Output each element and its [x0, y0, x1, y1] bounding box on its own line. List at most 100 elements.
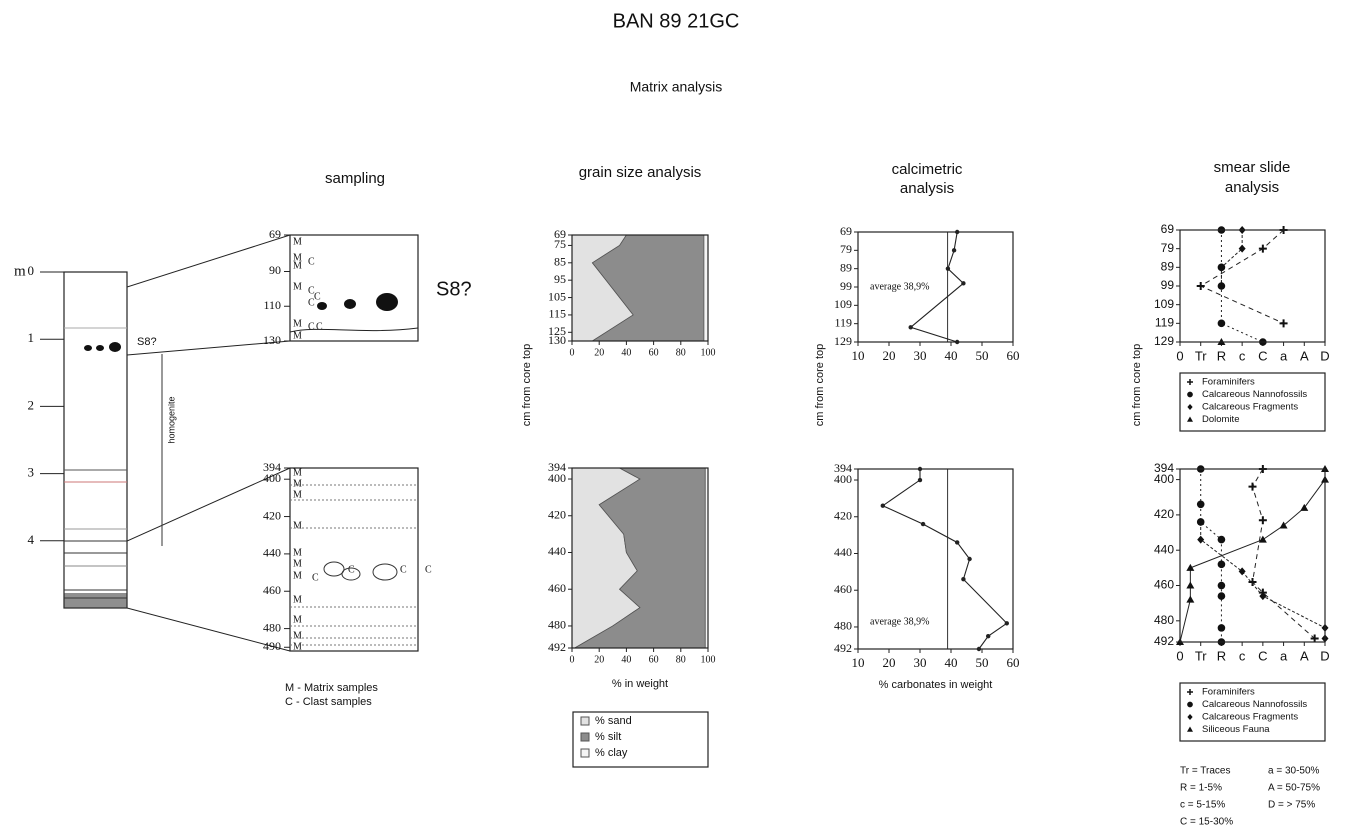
y-tick-label: 460: [1154, 578, 1174, 592]
sample-code: M: [293, 558, 302, 569]
sample-code: M: [293, 467, 302, 478]
sample-code: C: [314, 291, 321, 302]
legend-label: Calcareous Nannofossils: [1202, 389, 1307, 400]
legend-label: Calcareous Fragments: [1202, 402, 1298, 413]
point: [955, 540, 960, 545]
x-tick-label: R: [1217, 648, 1226, 663]
marker: [1259, 592, 1267, 601]
sample-id: S8?: [436, 278, 472, 300]
y-tick-label: 99: [840, 279, 852, 293]
x-tick-label: C: [1258, 348, 1267, 363]
y-tick-label: 4: [28, 532, 35, 547]
marker: [1279, 521, 1288, 529]
x-tick-label: Tr: [1195, 348, 1207, 363]
marker: [1196, 500, 1205, 509]
y-tick-label: 125: [548, 324, 566, 338]
sample-code: M: [293, 630, 302, 641]
legend-swatch: [580, 748, 590, 758]
point: [961, 577, 966, 582]
marker: [1217, 592, 1226, 600]
y-tick-label: 3: [28, 465, 35, 480]
y-tick-label: 1: [28, 330, 35, 345]
point: [945, 266, 951, 271]
x-tick-label: 10: [852, 655, 865, 670]
heading: calcimetric: [892, 161, 963, 178]
sample-code: M: [293, 614, 302, 625]
marker: [1187, 701, 1193, 708]
y-tick-label: 75: [554, 237, 566, 251]
plot-frame: [857, 231, 1014, 343]
point: [917, 477, 923, 483]
marker: [1248, 577, 1257, 586]
plot-frame: [1179, 468, 1326, 643]
x-tick-label: 60: [1007, 655, 1020, 670]
log-dense: [64, 593, 127, 608]
heading: smear slide: [1214, 159, 1291, 176]
marker: [1187, 726, 1193, 732]
marker: [1186, 563, 1195, 571]
depth-label: 394: [263, 460, 281, 474]
marker: [1187, 379, 1193, 385]
x-tick-label: 20: [883, 655, 896, 670]
sample-code: C: [425, 564, 432, 575]
core-log: [63, 271, 128, 609]
y-tick-label: 89: [840, 260, 852, 274]
y-tick-label: 129: [834, 334, 852, 348]
marker: [1187, 714, 1193, 720]
x-tick-label: a: [1280, 348, 1288, 363]
average-label: average 38,9%: [870, 281, 929, 292]
legend-label: Calcareous Nannofossils: [1202, 699, 1307, 710]
y-axis-label: cm from core top: [1131, 344, 1143, 427]
log-sample: S8?: [137, 336, 157, 348]
marker: [1217, 282, 1225, 290]
point: [967, 556, 972, 562]
y-tick-label: 129: [1154, 334, 1174, 348]
y-tick-label: 480: [548, 618, 566, 632]
y-tick-label: 420: [1154, 507, 1174, 521]
key-text: Tr = Traces: [1180, 766, 1230, 777]
heading: grain size analysis: [579, 164, 702, 181]
clast-outline: [341, 567, 361, 581]
y-tick-label: 400: [834, 472, 852, 486]
marker: [1217, 263, 1225, 272]
marker: [1186, 581, 1195, 589]
y-tick-label: 85: [554, 255, 566, 269]
depth-label: 420: [263, 508, 281, 522]
sampling-box: [289, 467, 419, 652]
marker: [1217, 560, 1226, 569]
marker: [1196, 282, 1205, 290]
marker: [1217, 535, 1226, 544]
homogenite-label: homogenite: [166, 396, 176, 443]
sample-code: M: [293, 641, 302, 652]
average-label: average 38,9%: [870, 616, 929, 627]
clast: [109, 342, 121, 352]
x-tick-label: 20: [594, 347, 604, 358]
y-tick-label: 460: [834, 582, 852, 596]
plot-frame: [571, 234, 709, 342]
x-tick-label: 100: [701, 347, 716, 358]
y-tick-label: 119: [834, 315, 852, 329]
x-tick-label: 40: [621, 347, 631, 358]
y-tick-label: 119: [1155, 316, 1174, 330]
sample-code: C: [308, 285, 315, 296]
figure-title: BAN 89 21GC: [613, 10, 740, 32]
sample-code: M: [293, 236, 302, 247]
marker: [1300, 503, 1309, 511]
heading: analysis: [900, 180, 954, 197]
figure-subtitle: Matrix analysis: [630, 79, 723, 95]
plot-frame: [1179, 229, 1326, 343]
y-axis-label: cm from core top: [521, 344, 533, 427]
y-tick-label: 95: [554, 272, 566, 286]
sample-code: C: [348, 564, 355, 575]
legend-label: Dolomite: [1202, 414, 1240, 425]
sample-code: M: [293, 318, 302, 329]
core-surface: [289, 327, 419, 333]
y-tick-label: 89: [1161, 260, 1175, 274]
x-tick-label: Tr: [1195, 648, 1207, 663]
heading: analysis: [1225, 179, 1279, 196]
connector: [126, 234, 291, 288]
sampling-box: [289, 234, 419, 342]
sample-code: M: [293, 520, 302, 531]
abundance-key: Tr = Traces a = 30-50% R = 1-5% A = 50-7…: [1180, 766, 1320, 828]
sample-code: M: [293, 252, 302, 263]
